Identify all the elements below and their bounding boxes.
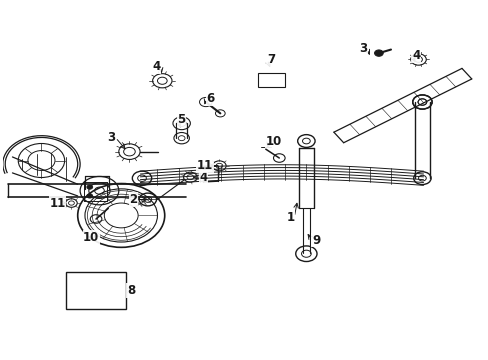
Text: 4: 4: [411, 49, 419, 62]
Text: 4: 4: [199, 171, 207, 184]
Text: 11: 11: [49, 197, 65, 210]
Text: 10: 10: [265, 135, 281, 148]
Circle shape: [87, 185, 93, 189]
Text: 1: 1: [286, 211, 294, 224]
Circle shape: [87, 194, 93, 198]
Text: 6: 6: [206, 92, 214, 105]
Text: 10: 10: [83, 231, 99, 244]
Text: 5: 5: [177, 113, 185, 126]
Text: 7: 7: [266, 53, 275, 66]
Text: 8: 8: [126, 284, 135, 297]
Text: 2: 2: [129, 193, 137, 206]
Text: 9: 9: [311, 234, 320, 247]
Circle shape: [374, 50, 383, 56]
Bar: [257, 73, 284, 87]
Text: 3: 3: [107, 131, 115, 144]
Text: 4: 4: [152, 60, 161, 73]
Bar: [65, 272, 126, 309]
Text: 3: 3: [358, 42, 366, 55]
Text: 11: 11: [196, 159, 213, 172]
